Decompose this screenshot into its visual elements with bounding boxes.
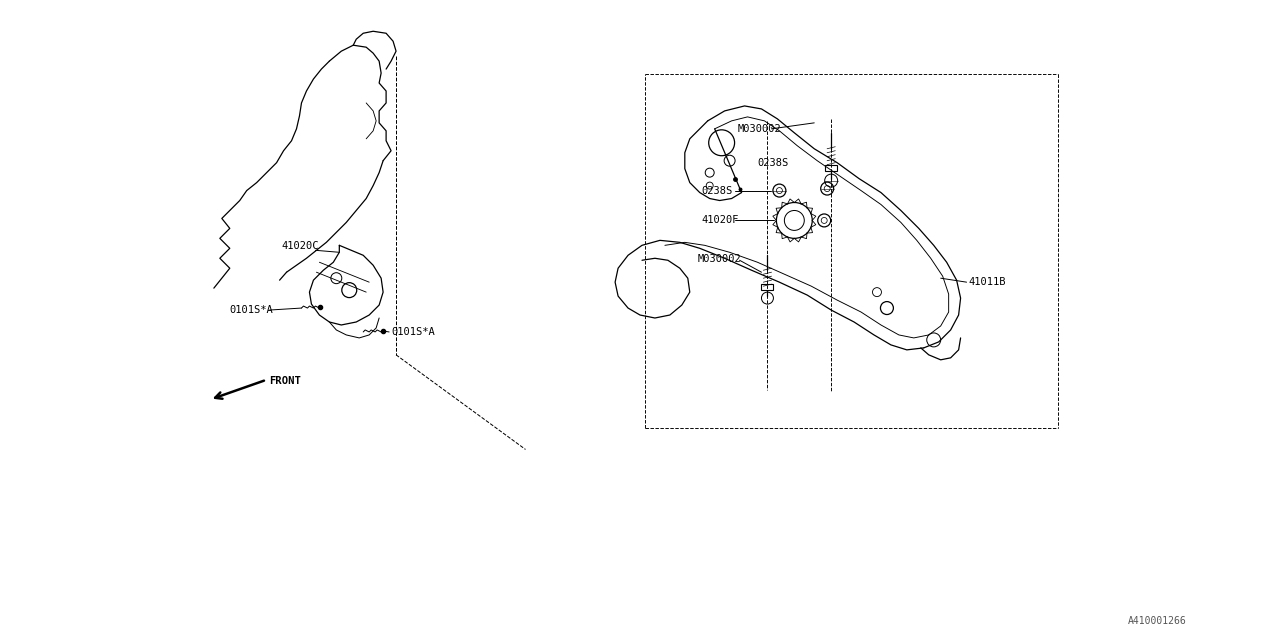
Text: 0238S: 0238S	[701, 186, 733, 196]
Text: 41020C: 41020C	[282, 241, 319, 252]
Bar	[762, 284, 773, 290]
Text: 0101S*A: 0101S*A	[230, 305, 274, 315]
Text: 0101S*A: 0101S*A	[392, 327, 435, 337]
Text: M030002: M030002	[698, 254, 741, 264]
Text: 41011B: 41011B	[969, 277, 1006, 287]
Bar	[826, 164, 837, 171]
Text: 0238S: 0238S	[758, 157, 788, 168]
Text: FRONT: FRONT	[270, 376, 302, 386]
Text: A410001266: A410001266	[1128, 616, 1187, 626]
Text: 41020F: 41020F	[701, 216, 740, 225]
Text: M030002: M030002	[737, 124, 781, 134]
